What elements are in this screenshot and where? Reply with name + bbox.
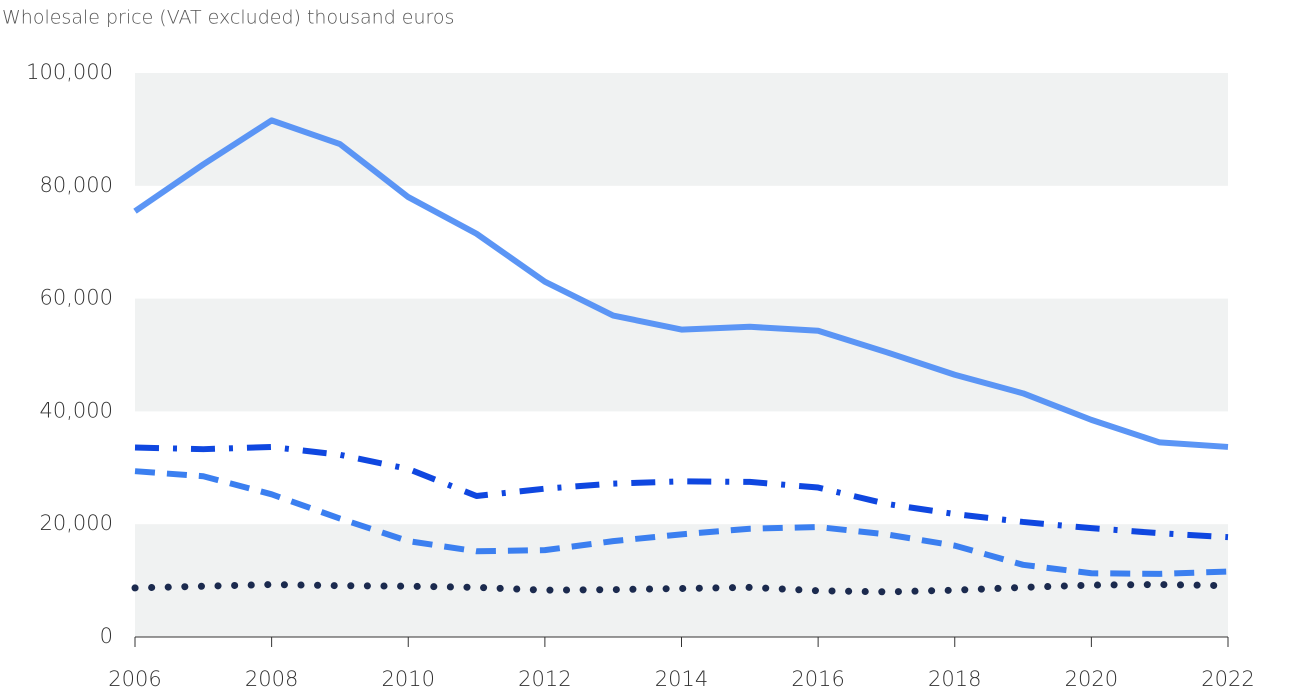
grid-band	[135, 298, 1228, 412]
x-tick-label: 2008	[245, 667, 298, 691]
x-tick-label: 2022	[1201, 667, 1254, 691]
y-tick-label: 60,000	[40, 286, 113, 310]
y-tick-label: 20,000	[40, 511, 113, 535]
grid-band	[135, 524, 1228, 637]
line-series	[134, 468, 1229, 577]
y-tick-label: 0	[100, 624, 113, 648]
y-tick-label: 100,000	[26, 60, 113, 84]
x-tick-label: 2018	[928, 667, 981, 691]
x-tick-label: 2010	[382, 667, 435, 691]
line-series	[131, 581, 1232, 596]
x-tick-label: 2014	[655, 667, 708, 691]
y-tick-label: 40,000	[40, 398, 113, 422]
x-tick-label: 2006	[108, 667, 161, 691]
line-series	[134, 443, 1229, 541]
line-series	[133, 117, 1229, 450]
y-axis-label: Wholesale price (VAT excluded) thousand …	[2, 7, 454, 29]
x-tick-label: 2012	[518, 667, 571, 691]
grid-band	[135, 73, 1228, 186]
x-tick-label: 2020	[1065, 667, 1118, 691]
y-tick-label: 80,000	[40, 173, 113, 197]
x-tick-label: 2016	[791, 667, 844, 691]
